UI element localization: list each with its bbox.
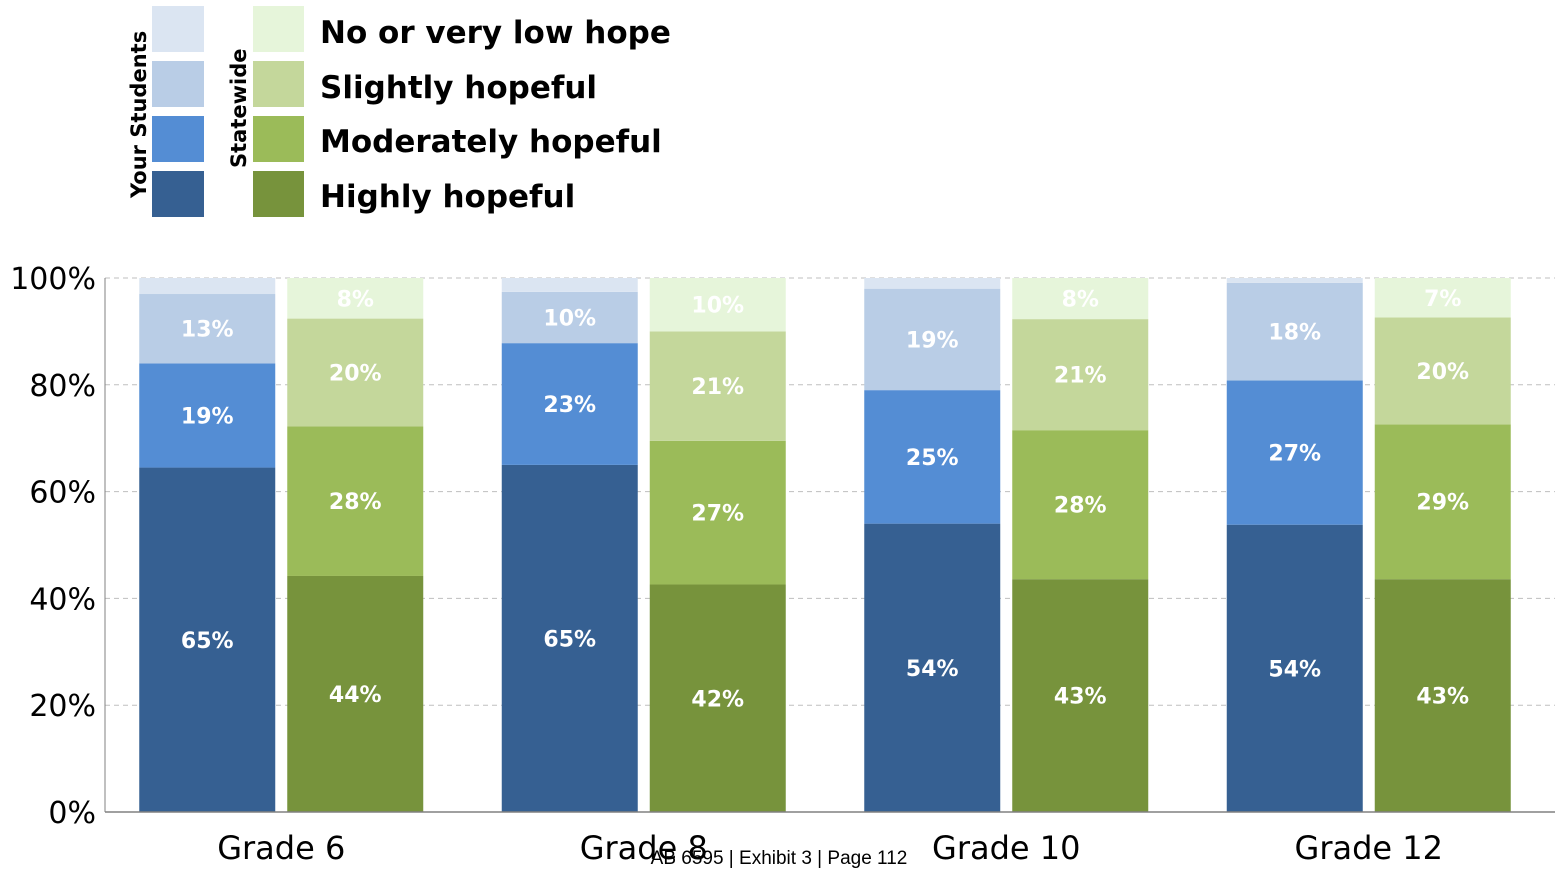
data-label-statewide-grade-8-highly-hopeful: 42% xyxy=(691,687,744,712)
y-tick-label: 100% xyxy=(10,262,96,297)
legend-swatch-statewide-no-or-very-low-hope xyxy=(253,6,304,52)
y-tick-label: 20% xyxy=(29,689,96,724)
bar-segment-your-students-grade-10-moderately-hopeful xyxy=(864,390,1001,524)
data-label-your-students-grade-6-highly-hopeful: 65% xyxy=(181,629,234,654)
data-label-statewide-grade-10-highly-hopeful: 43% xyxy=(1054,685,1107,710)
data-label-your-students-grade-6-moderately-hopeful: 19% xyxy=(181,405,234,430)
bar-segment-your-students-grade-6-slightly-hopeful xyxy=(139,294,276,364)
bar-segment-your-students-grade-8-highly-hopeful xyxy=(501,464,638,812)
legend-swatch-your-students-no-or-very-low-hope xyxy=(152,6,204,52)
legend-group-label-statewide: Statewide xyxy=(227,49,251,169)
bar-segment-your-students-grade-12-highly-hopeful xyxy=(1226,524,1363,812)
data-label-statewide-grade-10-slightly-hopeful: 21% xyxy=(1054,364,1107,389)
bar-segment-statewide-grade-10-no-or-very-low-hope xyxy=(1012,278,1149,320)
data-label-your-students-grade-8-moderately-hopeful: 23% xyxy=(543,393,596,418)
y-tick-label: 0% xyxy=(48,796,96,831)
bar-segment-your-students-grade-8-slightly-hopeful xyxy=(501,291,638,344)
bar-segment-statewide-grade-6-moderately-hopeful xyxy=(287,426,424,576)
data-label-statewide-grade-8-slightly-hopeful: 21% xyxy=(691,375,744,400)
bar-segment-statewide-grade-12-slightly-hopeful xyxy=(1374,317,1511,425)
data-label-statewide-grade-6-no-or-very-low-hope: 8% xyxy=(337,287,374,312)
footer-text: AB 6595 | Exhibit 3 | Page 112 xyxy=(650,848,908,869)
legend-swatch-your-students-slightly-hopeful xyxy=(152,61,204,107)
legend-swatch-your-students-moderately-hopeful xyxy=(152,116,204,162)
legend-item-moderately-hopeful: Moderately hopeful xyxy=(320,124,662,160)
bar-segment-your-students-grade-6-no-or-very-low-hope xyxy=(139,278,276,295)
bar-segment-statewide-grade-8-slightly-hopeful xyxy=(649,331,786,441)
x-tick-label-grade-8: Grade 8 xyxy=(580,829,708,867)
bar-segment-your-students-grade-6-highly-hopeful xyxy=(139,467,276,812)
bar-segment-statewide-grade-8-moderately-hopeful xyxy=(649,440,786,585)
data-label-your-students-grade-12-slightly-hopeful: 18% xyxy=(1268,321,1321,346)
y-axis: 0% 20% 40% 60% 80% 100% xyxy=(10,262,106,831)
bar-segment-your-students-grade-8-moderately-hopeful xyxy=(501,343,638,465)
legend-swatch-statewide-slightly-hopeful xyxy=(253,61,304,107)
data-label-statewide-grade-12-no-or-very-low-hope: 7% xyxy=(1424,287,1461,312)
data-label-your-students-grade-6-slightly-hopeful: 13% xyxy=(181,318,234,343)
bar-segment-statewide-grade-10-slightly-hopeful xyxy=(1012,319,1149,431)
data-label-statewide-grade-10-moderately-hopeful: 28% xyxy=(1054,494,1107,519)
legend-group-label-your-students: Your Students xyxy=(127,31,151,199)
x-tick-label-grade-6: Grade 6 xyxy=(217,829,345,867)
bar-segment-your-students-grade-12-no-or-very-low-hope xyxy=(1226,278,1363,283)
y-tick-label: 40% xyxy=(29,582,96,617)
bar-segment-statewide-grade-10-highly-hopeful xyxy=(1012,579,1149,812)
data-label-your-students-grade-10-highly-hopeful: 54% xyxy=(906,657,959,682)
data-label-your-students-grade-8-highly-hopeful: 65% xyxy=(543,627,596,652)
data-label-statewide-grade-6-slightly-hopeful: 20% xyxy=(329,362,382,387)
bar-segment-your-students-grade-10-no-or-very-low-hope xyxy=(864,278,1001,289)
bar-segment-your-students-grade-6-moderately-hopeful xyxy=(139,363,276,468)
bar-segment-statewide-grade-10-moderately-hopeful xyxy=(1012,430,1149,580)
data-label-your-students-grade-8-slightly-hopeful: 10% xyxy=(543,307,596,332)
bar-segment-statewide-grade-6-highly-hopeful xyxy=(287,575,424,812)
data-label-statewide-grade-12-slightly-hopeful: 20% xyxy=(1416,360,1469,385)
bar-segment-statewide-grade-8-highly-hopeful xyxy=(649,584,786,812)
legend: Your Students Statewide No or very low h… xyxy=(127,6,671,217)
data-label-statewide-grade-10-no-or-very-low-hope: 8% xyxy=(1062,288,1099,313)
bar-segment-statewide-grade-6-slightly-hopeful xyxy=(287,318,424,427)
bar-segment-statewide-grade-12-no-or-very-low-hope xyxy=(1374,278,1511,318)
x-axis: Grade 6 Grade 8 Grade 10 Grade 12 xyxy=(105,811,1555,867)
legend-swatch-statewide-highly-hopeful xyxy=(253,171,304,217)
data-label-statewide-grade-6-highly-hopeful: 44% xyxy=(329,683,382,708)
data-label-your-students-grade-12-moderately-hopeful: 27% xyxy=(1268,442,1321,467)
data-label-statewide-grade-8-moderately-hopeful: 27% xyxy=(691,502,744,527)
bar-segment-your-students-grade-12-moderately-hopeful xyxy=(1226,380,1363,525)
bar-segment-statewide-grade-6-no-or-very-low-hope xyxy=(287,278,424,319)
legend-swatch-statewide-moderately-hopeful xyxy=(253,116,304,162)
x-tick-label-grade-10: Grade 10 xyxy=(932,829,1080,867)
bar-segment-your-students-grade-8-no-or-very-low-hope xyxy=(501,278,638,292)
data-label-statewide-grade-6-moderately-hopeful: 28% xyxy=(329,490,382,515)
y-tick-label: 80% xyxy=(29,369,96,404)
legend-item-highly-hopeful: Highly hopeful xyxy=(320,179,575,215)
legend-swatch-your-students-highly-hopeful xyxy=(152,171,204,217)
bar-segment-statewide-grade-8-no-or-very-low-hope xyxy=(649,278,786,332)
bar-segment-your-students-grade-12-slightly-hopeful xyxy=(1226,282,1363,381)
x-tick-label-grade-12: Grade 12 xyxy=(1295,829,1443,867)
bar-segment-statewide-grade-12-moderately-hopeful xyxy=(1374,424,1511,580)
bar-segment-statewide-grade-12-highly-hopeful xyxy=(1374,579,1511,812)
bar-segment-your-students-grade-10-highly-hopeful xyxy=(864,523,1001,812)
data-label-your-students-grade-10-moderately-hopeful: 25% xyxy=(906,446,959,471)
bars: 65% 19% 13% 44% 28% 20% 8% 65% 23% 10% 42% 27% 21% 10… xyxy=(139,278,1511,812)
data-label-statewide-grade-12-moderately-hopeful: 29% xyxy=(1416,491,1469,516)
data-label-your-students-grade-10-slightly-hopeful: 19% xyxy=(906,328,959,353)
legend-item-slightly-hopeful: Slightly hopeful xyxy=(320,70,597,106)
data-label-your-students-grade-12-highly-hopeful: 54% xyxy=(1268,657,1321,682)
bar-segment-your-students-grade-10-slightly-hopeful xyxy=(864,288,1001,391)
data-label-statewide-grade-8-no-or-very-low-hope: 10% xyxy=(691,294,744,319)
legend-item-no-hope: No or very low hope xyxy=(320,15,671,51)
data-label-statewide-grade-12-highly-hopeful: 43% xyxy=(1416,685,1469,710)
y-tick-label: 60% xyxy=(29,476,96,511)
